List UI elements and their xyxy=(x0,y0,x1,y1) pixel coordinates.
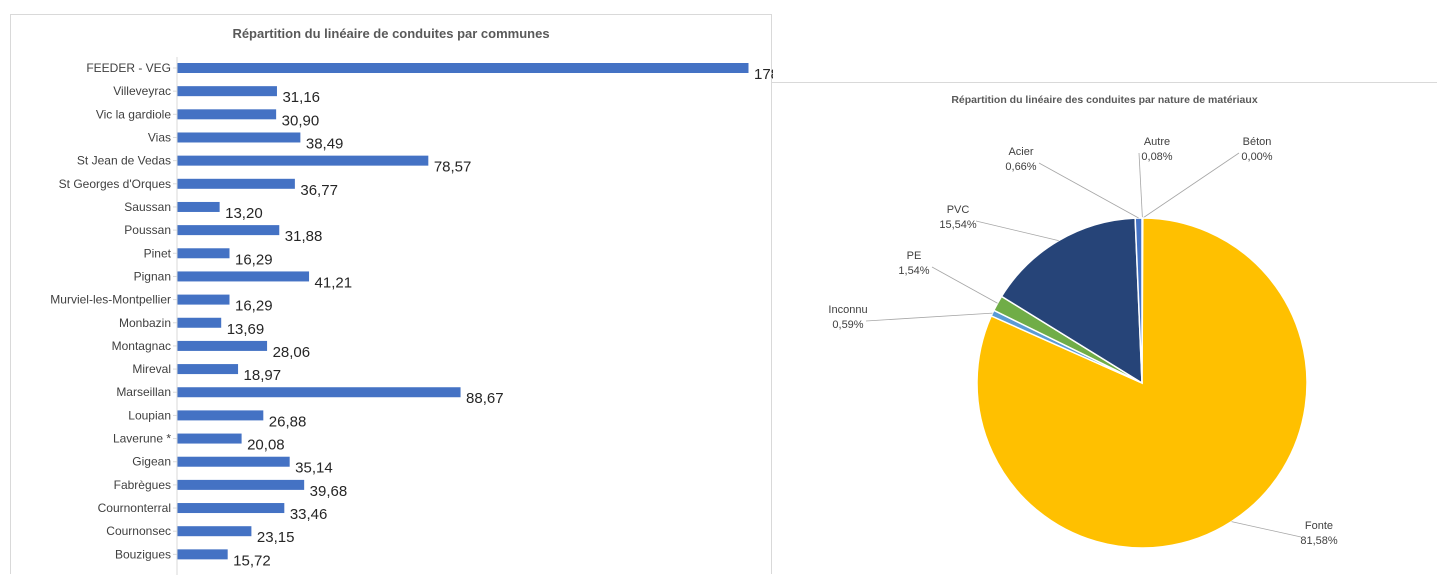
pie-slice-name: PE xyxy=(907,250,922,262)
bar xyxy=(177,526,252,537)
bar xyxy=(177,225,280,236)
pie-chart-panel: Répartition du linéaire des conduites pa… xyxy=(771,82,1437,574)
bar-value-label: 35,14 xyxy=(295,460,333,477)
bar xyxy=(177,364,239,375)
category-label: Fabrègues xyxy=(114,478,171,492)
bar-value-label: 33,46 xyxy=(290,506,328,523)
bar xyxy=(177,317,222,328)
category-label: Marseillan xyxy=(116,385,171,399)
category-label: Monbazin xyxy=(119,316,171,330)
bar-chart-title: Répartition du linéaire de conduites par… xyxy=(232,26,550,41)
category-label: Vias xyxy=(148,130,171,144)
category-label: Cournonterral xyxy=(98,501,171,515)
bar-value-label: 88,67 xyxy=(466,390,504,407)
pie-slice-name: Inconnu xyxy=(828,304,867,316)
bar xyxy=(177,271,310,282)
bar-value-label: 26,88 xyxy=(269,413,307,430)
pie-leader-line xyxy=(1138,152,1143,219)
bar xyxy=(177,456,290,467)
bar-value-label: 78,57 xyxy=(434,159,472,176)
category-label: Mireval xyxy=(132,362,171,376)
category-label: Pignan xyxy=(134,269,171,283)
bar-chart-svg: FEEDER - VEG 178,87 Villeveyrac 31,16 Vic la… xyxy=(50,57,773,575)
category-label: Vic la gardiole xyxy=(96,107,171,121)
bar xyxy=(177,178,295,189)
bar-value-label: 16,29 xyxy=(235,251,273,268)
bar xyxy=(177,155,429,166)
bar xyxy=(177,479,305,490)
pie-slice-name: PVC xyxy=(947,204,970,216)
bar-value-label: 20,08 xyxy=(247,437,285,454)
bar xyxy=(177,340,268,351)
pie-slice-percent: 0,66% xyxy=(1005,161,1036,173)
pie-slice xyxy=(1000,217,1143,385)
bar-chart-panel: Répartition du linéaire de conduites par… xyxy=(10,14,773,575)
bar-value-label: 39,68 xyxy=(310,483,348,500)
category-label: St Jean de Vedas xyxy=(77,154,171,168)
bar-value-label: 41,21 xyxy=(315,274,353,291)
bar xyxy=(177,294,230,305)
pie-slice-percent: 1,54% xyxy=(898,265,929,277)
category-label: Villeveyrac xyxy=(113,84,171,98)
pie-slice-percent: 0,59% xyxy=(832,319,863,331)
category-label: Saussan xyxy=(124,200,171,214)
bar xyxy=(177,410,264,421)
pie-slice xyxy=(1134,217,1143,384)
category-label: Montagnac xyxy=(112,339,171,353)
bar-value-label: 16,29 xyxy=(235,298,273,315)
pie-leader-line xyxy=(931,266,998,304)
bar-value-label: 15,72 xyxy=(233,552,271,569)
pie-slice-name: Autre xyxy=(1144,136,1170,148)
pie-slice-percent: 81,58% xyxy=(1300,535,1338,547)
pie-slice-name: Acier xyxy=(1008,146,1033,158)
bar xyxy=(177,132,301,143)
bar-value-label: 31,88 xyxy=(285,228,323,245)
bar xyxy=(177,387,461,398)
pie-chart-svg: Autre 0,08% Béton 0,00% Fonte 81,58% Inconnu 0,… xyxy=(828,136,1338,549)
bar-value-label: 178,87 xyxy=(754,66,773,83)
pie-chart-title: Répartition du linéaire des conduites pa… xyxy=(951,94,1258,106)
pie-leader-line xyxy=(1231,521,1302,538)
category-label: Gigean xyxy=(132,455,171,469)
category-label: Poussan xyxy=(124,223,171,237)
pie-leader-line xyxy=(975,220,1059,242)
bar xyxy=(177,549,228,560)
bar xyxy=(177,433,242,444)
pie-leader-line xyxy=(1038,162,1139,219)
pie-leader-line xyxy=(1142,152,1240,219)
pie-slice-percent: 15,54% xyxy=(939,219,977,231)
bar xyxy=(177,63,749,73)
bar-value-label: 31,16 xyxy=(282,89,320,106)
bar xyxy=(177,86,277,97)
bar-value-label: 13,20 xyxy=(225,205,263,222)
bar-value-label: 23,15 xyxy=(257,529,295,546)
bar-value-label: 38,49 xyxy=(306,135,344,152)
category-label: FEEDER - VEG xyxy=(86,61,171,75)
category-label: Murviel-les-Montpellier xyxy=(50,293,171,307)
category-label: Cournonsec xyxy=(106,524,171,538)
category-label: Loupian xyxy=(128,408,171,422)
pie-leader-line xyxy=(865,312,993,322)
bar xyxy=(177,503,285,514)
bar-value-label: 30,90 xyxy=(282,112,320,129)
bar-value-label: 13,69 xyxy=(227,321,265,338)
pie-slice-name: Fonte xyxy=(1305,520,1333,532)
category-label: Pinet xyxy=(144,246,172,260)
pie-slice-percent: 0,00% xyxy=(1241,151,1272,163)
bar xyxy=(177,248,230,259)
bar-value-label: 18,97 xyxy=(244,367,282,384)
bar-value-label: 28,06 xyxy=(273,344,311,361)
bar xyxy=(177,201,220,212)
bar-value-label: 36,77 xyxy=(300,182,338,199)
pie-slice-name: Béton xyxy=(1243,136,1272,148)
category-label: Bouzigues xyxy=(115,547,171,561)
category-label: Laverune * xyxy=(113,432,171,446)
pie-slice-percent: 0,08% xyxy=(1141,151,1172,163)
category-label: St Georges d'Orques xyxy=(59,177,171,191)
bar xyxy=(177,109,277,120)
